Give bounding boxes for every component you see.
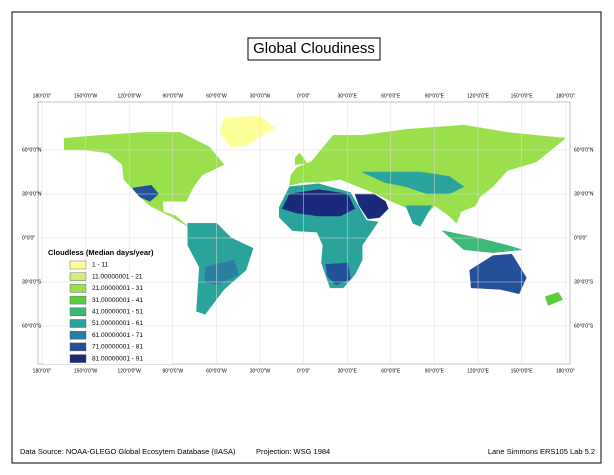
footer-source: Data Source: NOAA-GLEGO Global Ecosytem … bbox=[20, 447, 236, 456]
longitude-label: 0°0'0" bbox=[297, 93, 310, 99]
latitude-label: 30°0'0"N bbox=[22, 191, 42, 197]
legend-swatch bbox=[69, 342, 87, 352]
legend-swatch bbox=[69, 319, 87, 328]
longitude-label: 150°0'0"W bbox=[74, 93, 98, 99]
longitude-label: 150°0'0"W bbox=[74, 368, 98, 374]
longitude-label: 30°0'0"W bbox=[250, 93, 271, 99]
longitude-label: 30°0'0"E bbox=[338, 93, 358, 99]
title-box bbox=[247, 37, 381, 61]
legend-swatch bbox=[69, 354, 87, 363]
legend-title: Cloudless (Median days/year) bbox=[48, 248, 154, 257]
footer-projection: Projection: WSG 1984 bbox=[256, 447, 330, 456]
map-title: Global Cloudiness bbox=[253, 40, 375, 57]
longitude-label: 90°0'0"E bbox=[425, 93, 445, 99]
longitude-label: 60°0'0"E bbox=[381, 368, 401, 374]
legend-label: 81.00000001 - 91 bbox=[92, 355, 143, 362]
legend-swatch bbox=[69, 272, 87, 281]
legend-label: 51.00000001 - 61 bbox=[92, 320, 143, 327]
legend-swatch bbox=[69, 331, 87, 340]
longitude-label: 120°0'0"E bbox=[467, 368, 490, 374]
landmass bbox=[204, 259, 239, 286]
latitude-label: 30°0'0"N bbox=[574, 191, 594, 197]
longitude-label: 150°0'0"E bbox=[511, 368, 534, 374]
landmass bbox=[132, 184, 160, 202]
land bbox=[63, 116, 567, 315]
landmass bbox=[219, 116, 276, 148]
legend-swatch bbox=[69, 284, 87, 293]
longitude-label: 120°0'0"W bbox=[118, 93, 142, 99]
legend-swatch bbox=[69, 260, 87, 270]
landmass bbox=[544, 291, 564, 306]
longitude-label: 180°0'0" bbox=[556, 93, 575, 99]
legend-label: 21.00000001 - 31 bbox=[92, 285, 143, 292]
legend-box bbox=[44, 242, 172, 364]
latitude-label: 30°0'0"S bbox=[22, 279, 42, 285]
legend-label: 31.00000001 - 41 bbox=[92, 297, 143, 304]
latitude-label: 60°0'0"N bbox=[574, 147, 594, 153]
legend-swatch bbox=[69, 295, 87, 305]
legend-label: 1 - 11 bbox=[92, 262, 109, 269]
landmass bbox=[469, 253, 527, 295]
footer-author: Lane Simmons ERS105 Lab 5.2 bbox=[488, 447, 595, 456]
longitude-label: 150°0'0"E bbox=[511, 93, 534, 99]
latitude-label: 0°0'0" bbox=[22, 235, 35, 241]
longitude-label: 90°0'0"W bbox=[163, 368, 184, 374]
latitude-label: 0°0'0" bbox=[574, 235, 587, 241]
landmass bbox=[281, 189, 356, 217]
landmass bbox=[295, 152, 308, 165]
longitude-label: 90°0'0"E bbox=[425, 368, 445, 374]
longitude-label: 60°0'0"E bbox=[381, 93, 401, 99]
legend-label: 41.00000001 - 51 bbox=[92, 309, 143, 316]
longitude-label: 120°0'0"E bbox=[467, 93, 490, 99]
latitude-label: 30°0'0"S bbox=[574, 279, 594, 285]
longitude-label: 180°0'0" bbox=[556, 368, 575, 374]
longitude-label: 0°0'0" bbox=[297, 368, 310, 374]
legend-label: 71.00000001 - 81 bbox=[92, 344, 143, 351]
longitude-label: 90°0'0"W bbox=[163, 93, 184, 99]
legend-swatch bbox=[69, 307, 87, 316]
legend-label: 11.00000001 - 21 bbox=[92, 273, 143, 280]
longitude-label: 60°0'0"W bbox=[206, 93, 227, 99]
latitude-label: 60°0'0"S bbox=[22, 323, 42, 329]
longitude-label: 30°0'0"E bbox=[338, 368, 358, 374]
landmass bbox=[354, 193, 389, 220]
longitude-label: 180°0'0" bbox=[33, 93, 52, 99]
landmass bbox=[362, 171, 465, 195]
legend-label: 61.00000001 - 71 bbox=[92, 332, 143, 339]
longitude-label: 120°0'0"W bbox=[118, 368, 142, 374]
latitude-label: 60°0'0"S bbox=[574, 323, 594, 329]
landmass bbox=[405, 205, 433, 227]
latitude-label: 60°0'0"N bbox=[22, 147, 42, 153]
longitude-label: 30°0'0"W bbox=[250, 368, 271, 374]
longitude-label: 180°0'0" bbox=[33, 368, 52, 374]
longitude-label: 60°0'0"W bbox=[206, 368, 227, 374]
landmass bbox=[63, 132, 225, 227]
